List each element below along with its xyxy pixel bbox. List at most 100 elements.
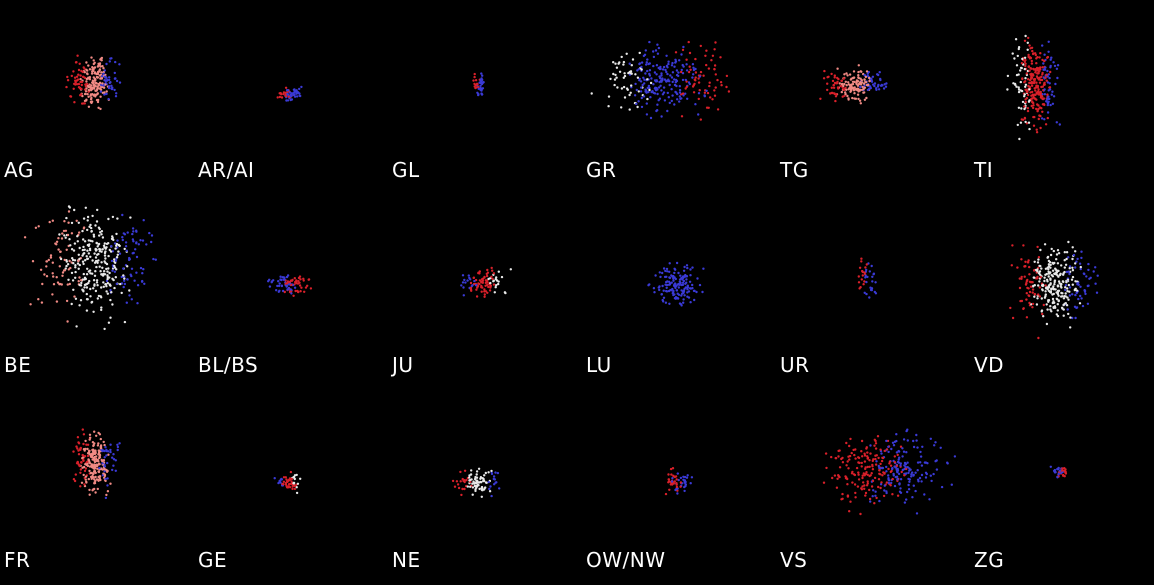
data-point	[1085, 275, 1088, 278]
data-point	[1023, 105, 1026, 108]
data-point	[1037, 256, 1041, 259]
data-point	[101, 266, 104, 269]
data-point	[1074, 293, 1077, 297]
data-point	[682, 298, 685, 301]
data-point	[1058, 273, 1062, 277]
data-point	[489, 286, 492, 289]
data-point	[284, 483, 288, 486]
data-point	[677, 286, 680, 289]
data-point	[1062, 297, 1066, 300]
data-point	[1038, 264, 1041, 268]
data-point	[667, 473, 670, 476]
data-point	[880, 452, 883, 455]
data-point	[844, 80, 847, 84]
data-point	[283, 276, 286, 279]
data-point	[23, 236, 27, 239]
data-point	[72, 249, 76, 252]
data-point	[675, 91, 678, 94]
data-point	[697, 92, 701, 95]
data-point	[1049, 282, 1052, 285]
data-point	[116, 445, 120, 449]
data-point	[453, 485, 457, 488]
data-point	[1046, 56, 1049, 59]
data-point	[1061, 307, 1064, 310]
data-point	[74, 473, 78, 476]
data-point	[114, 247, 117, 250]
data-point	[681, 92, 685, 95]
data-point	[630, 63, 633, 67]
data-point	[139, 239, 142, 242]
data-point	[107, 254, 110, 258]
data-point	[285, 275, 289, 279]
data-point	[289, 470, 293, 474]
data-point	[293, 286, 297, 289]
data-point	[1048, 76, 1051, 80]
data-point	[673, 78, 676, 81]
data-point	[677, 478, 680, 482]
data-point	[110, 291, 113, 294]
data-point	[495, 284, 498, 287]
data-point	[1033, 87, 1036, 90]
data-point	[105, 454, 108, 457]
data-point	[648, 88, 651, 92]
data-point	[1032, 74, 1035, 77]
data-point	[845, 441, 848, 445]
data-point	[123, 279, 126, 282]
data-point	[1056, 476, 1059, 479]
data-point	[484, 471, 487, 475]
data-point	[121, 236, 124, 239]
data-point	[698, 283, 702, 287]
data-point	[103, 75, 107, 79]
data-point	[670, 64, 674, 67]
data-point	[873, 84, 876, 88]
data-point	[43, 273, 46, 276]
data-point	[112, 278, 115, 282]
data-point	[103, 468, 107, 471]
data-point	[88, 225, 91, 228]
data-point	[869, 288, 873, 292]
panel-tg: TG	[776, 0, 970, 195]
data-point	[849, 500, 852, 503]
data-point	[455, 480, 459, 483]
data-point	[920, 473, 924, 477]
data-point	[677, 71, 680, 74]
data-point	[76, 54, 79, 57]
data-point	[694, 71, 698, 74]
data-point	[648, 283, 651, 286]
data-point	[646, 97, 649, 101]
data-point	[705, 89, 708, 93]
data-point	[87, 64, 90, 67]
data-point	[85, 273, 89, 276]
data-point	[1035, 107, 1038, 111]
data-point	[850, 84, 853, 88]
data-point	[667, 62, 670, 66]
data-point	[685, 476, 689, 479]
data-point	[1043, 296, 1047, 299]
data-point	[1020, 275, 1023, 279]
data-point	[135, 255, 139, 259]
data-point	[109, 250, 113, 253]
data-point	[470, 469, 473, 472]
data-point	[920, 480, 923, 483]
data-point	[893, 440, 897, 443]
data-point	[1023, 60, 1026, 64]
data-point	[691, 62, 695, 66]
data-point	[1026, 107, 1030, 110]
data-point	[136, 302, 139, 305]
data-point	[651, 90, 654, 93]
data-point	[92, 444, 95, 448]
data-point	[79, 74, 82, 77]
data-point	[75, 325, 78, 328]
data-point	[656, 92, 659, 96]
data-point	[1057, 275, 1060, 278]
data-point	[673, 83, 677, 87]
data-point	[63, 220, 66, 223]
data-point	[490, 266, 493, 270]
data-point	[79, 485, 82, 488]
data-point	[846, 74, 849, 77]
data-point	[41, 282, 44, 286]
data-point	[51, 261, 54, 264]
data-point	[893, 484, 897, 488]
data-point	[653, 71, 657, 74]
data-point	[638, 51, 641, 55]
